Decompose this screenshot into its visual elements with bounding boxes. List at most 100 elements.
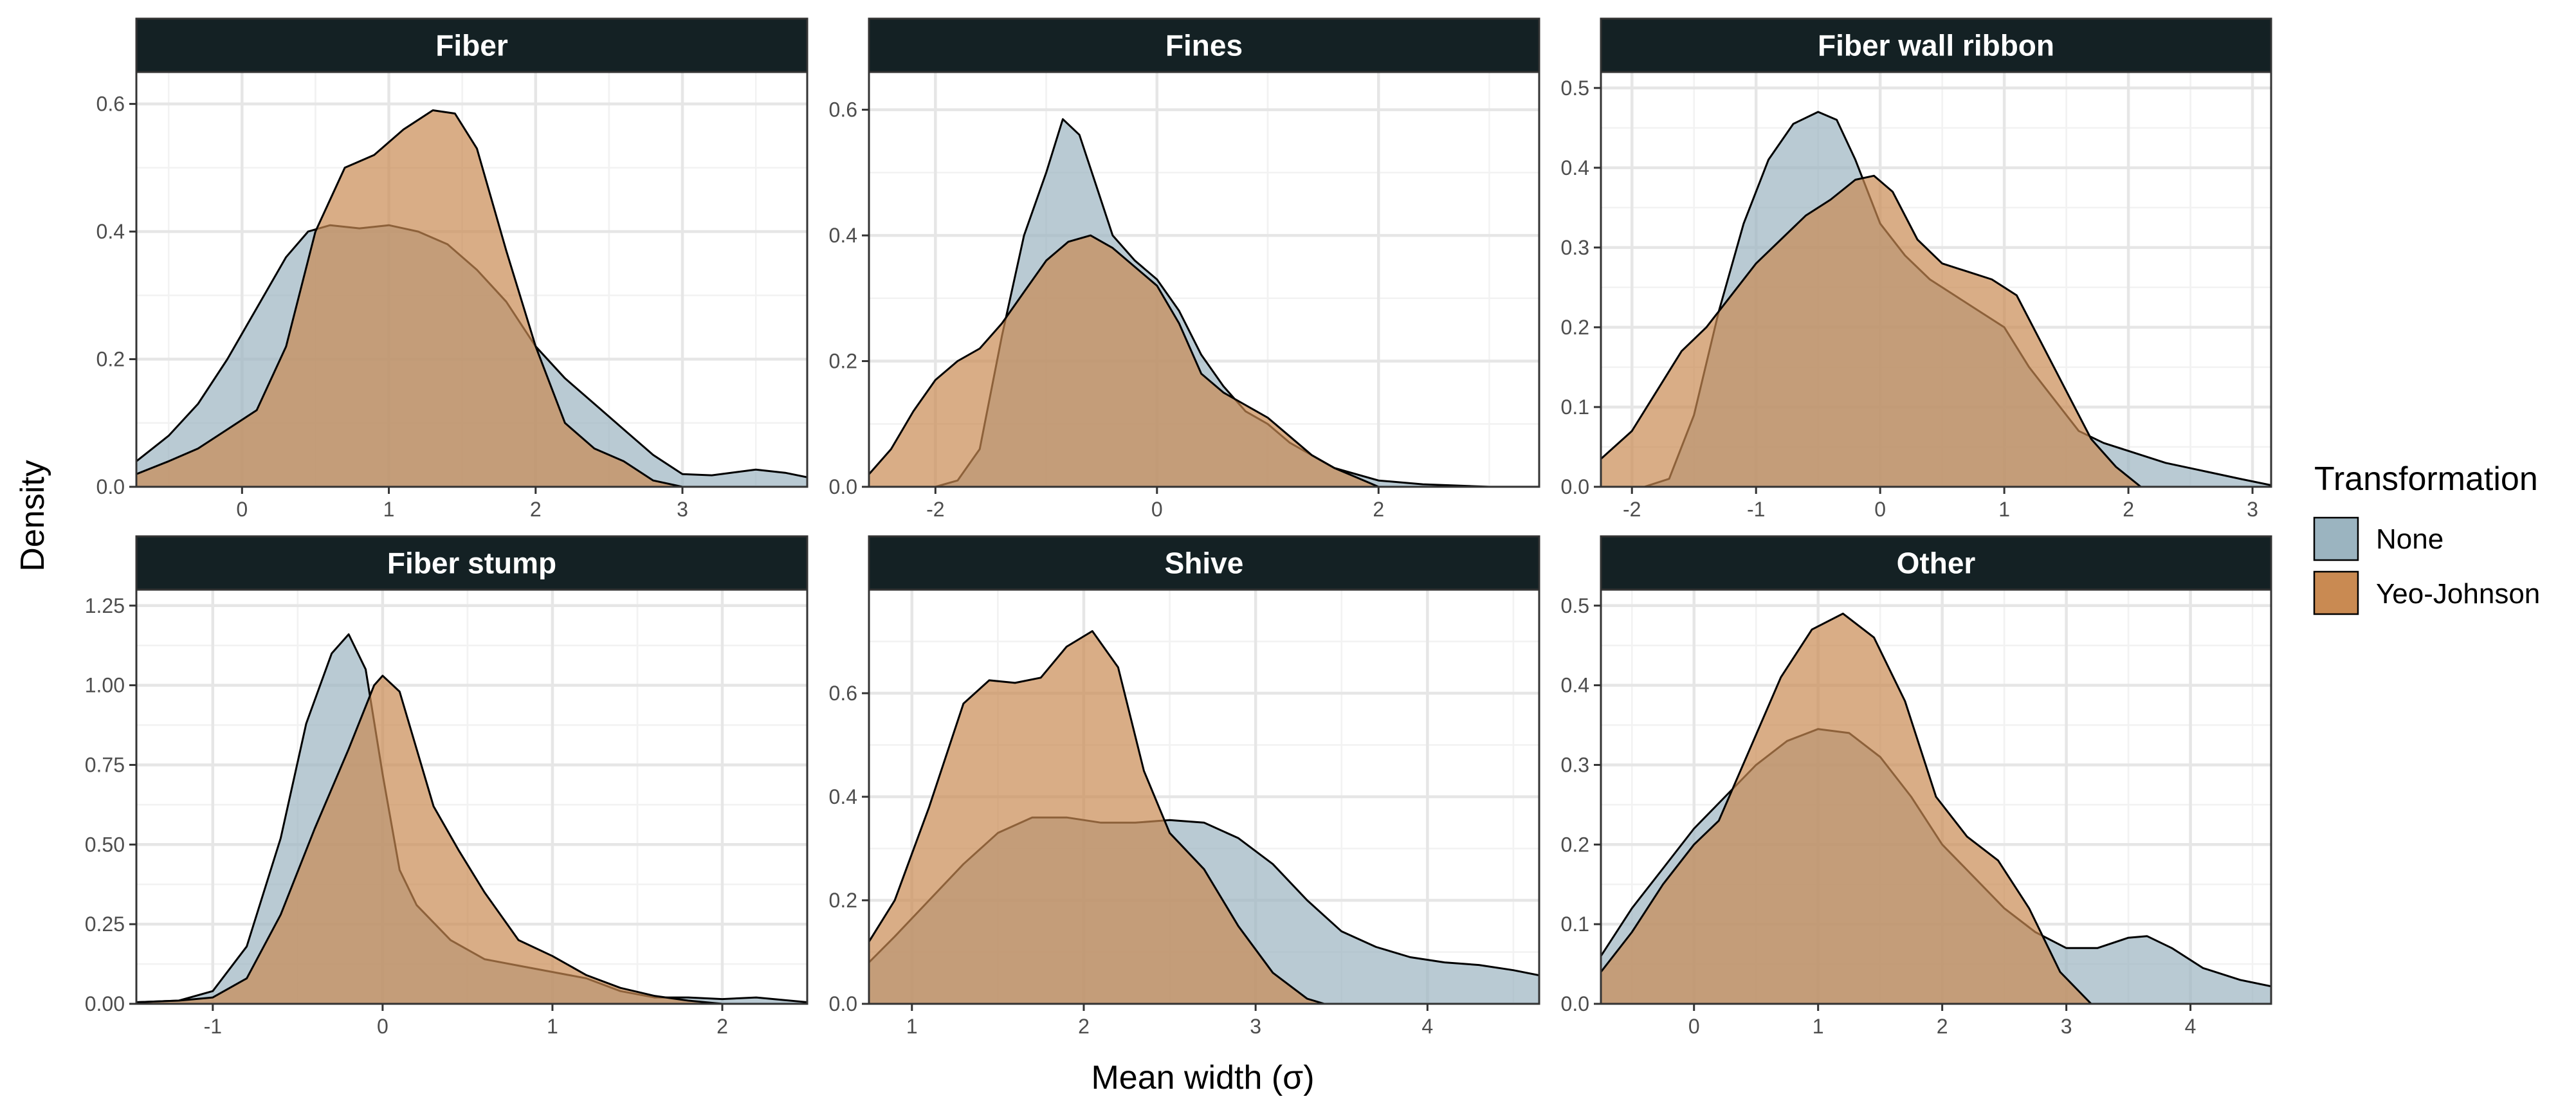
density-area-yeo-johnson: [1601, 176, 2141, 487]
y-tick-label: 0.0: [829, 992, 857, 1015]
x-axis-ticks: 0 1 2 3 4: [1688, 1004, 2197, 1038]
y-tick-label: 0.2: [1561, 833, 1589, 856]
x-tick-label: 1: [1813, 1015, 1824, 1038]
y-tick-label: 0.4: [829, 785, 857, 808]
density-line-yeo-johnson: [136, 109, 683, 487]
y-tick-label: 0.5: [1561, 77, 1589, 100]
legend-label-none: None: [2376, 523, 2444, 555]
facet-strip: [868, 17, 1540, 73]
y-tick-label: 0.0: [1561, 992, 1589, 1015]
y-tick-label: 0.0: [829, 475, 857, 498]
y-tick-label: 0.2: [1561, 316, 1589, 339]
facet-strip: [1600, 535, 2272, 591]
facet-strip: [135, 535, 808, 591]
y-tick-label: 1.25: [85, 594, 125, 617]
y-tick-label: 0.2: [96, 348, 125, 371]
panel-fines: Fines -2 0 2 0.0 0.2 0.4 0.6: [829, 17, 1540, 521]
facet-title: Fiber stump: [387, 547, 556, 580]
y-axis-ticks: 0.0 0.2 0.4 0.6: [829, 682, 869, 1015]
y-axis-ticks: 0.0 0.2 0.4 0.6: [96, 93, 136, 498]
panel-fiber-stump: Fiber stump -1 0 1 2 0.00 0.25 0.50 0.75 1.00 1.25: [85, 535, 808, 1038]
y-tick-label: 0.50: [85, 833, 125, 856]
y-tick-label: 1.00: [85, 674, 125, 697]
x-tick-label: 4: [2185, 1015, 2197, 1038]
density-areas: [869, 118, 1490, 487]
y-tick-label: 0.2: [829, 350, 857, 373]
y-tick-label: 0.1: [1561, 395, 1589, 419]
density-line-yeo-johnson: [136, 675, 723, 1004]
facet-title: Fiber: [435, 29, 508, 62]
facet-strip: [868, 535, 1540, 591]
density-area-yeo-johnson: [869, 235, 1379, 487]
x-tick-label: -1: [204, 1015, 222, 1038]
y-axis-ticks: 0.0 0.1 0.2 0.3 0.4 0.5: [1561, 594, 1601, 1015]
density-areas: [1601, 111, 2271, 487]
density-area-yeo-johnson: [869, 631, 1324, 1004]
y-tick-label: 0.00: [85, 992, 125, 1015]
legend-title: Transformation: [2314, 460, 2538, 498]
y-tick-label: 0.75: [85, 753, 125, 776]
density-areas: [1601, 612, 2271, 1004]
y-tick-label: 0.4: [96, 220, 125, 243]
y-tick-label: 0.6: [96, 93, 125, 116]
panel-other: Other 0 1 2 3 4 0.0 0.1 0.2 0.3 0.4 0.5: [1561, 535, 2272, 1038]
y-axis-title: Density: [14, 460, 51, 571]
x-tick-label: 2: [2123, 498, 2134, 521]
facet-title: Other: [1897, 547, 1976, 580]
x-tick-label: 4: [1421, 1015, 1433, 1038]
x-tick-label: 1: [1998, 498, 2010, 521]
y-tick-label: 0.2: [829, 889, 857, 912]
x-tick-label: 1: [906, 1015, 918, 1038]
x-tick-label: 3: [2061, 1015, 2072, 1038]
x-tick-label: 2: [1373, 498, 1384, 521]
x-tick-label: 3: [2247, 498, 2258, 521]
x-tick-label: 2: [717, 1015, 728, 1038]
x-tick-label: -2: [926, 498, 944, 521]
density-line-yeo-johnson: [869, 234, 1379, 487]
x-tick-label: 2: [530, 498, 542, 521]
x-axis-ticks: 1 2 3 4: [906, 1004, 1433, 1038]
x-tick-label: 0: [1151, 498, 1163, 521]
density-line-yeo-johnson: [1601, 174, 2142, 487]
y-tick-label: 0.5: [1561, 594, 1589, 617]
density-line-yeo-johnson: [869, 630, 1325, 1004]
x-tick-label: 2: [1078, 1015, 1090, 1038]
x-tick-label: 3: [677, 498, 688, 521]
x-axis-ticks: -2 -1 0 1 2 3: [1623, 487, 2258, 521]
y-axis-ticks: 0.0 0.2 0.4 0.6: [829, 98, 869, 498]
x-tick-label: 0: [1688, 1015, 1700, 1038]
density-areas: [136, 109, 807, 487]
x-tick-label: 2: [1937, 1015, 1948, 1038]
x-tick-label: 0: [1874, 498, 1886, 521]
x-tick-label: -2: [1623, 498, 1641, 521]
density-areas: [869, 630, 1539, 1004]
x-axis-ticks: 0 1 2 3: [236, 487, 688, 521]
panel-fiber: Fiber 0 1 2 3 0.0 0.2 0.4 0.6: [96, 17, 808, 521]
x-tick-label: 0: [236, 498, 248, 521]
y-tick-label: 0.0: [1561, 475, 1589, 498]
y-tick-label: 0.3: [1561, 236, 1589, 259]
x-tick-label: 1: [547, 1015, 558, 1038]
facet-strip: [135, 17, 808, 73]
density-line-yeo-johnson: [1601, 612, 2092, 1004]
y-tick-label: 0.6: [829, 682, 857, 705]
legend-key-none: [2313, 516, 2359, 561]
density-area-yeo-johnson: [136, 110, 682, 487]
x-tick-label: 1: [383, 498, 395, 521]
y-axis-ticks: 0.00 0.25 0.50 0.75 1.00 1.25: [85, 594, 136, 1015]
y-tick-label: 0.4: [1561, 674, 1589, 697]
x-axis-title: Mean width (σ): [1091, 1059, 1314, 1096]
y-tick-label: 0.1: [1561, 913, 1589, 936]
legend-label-yeo-johnson: Yeo-Johnson: [2376, 578, 2540, 610]
facet-strip: [1600, 17, 2272, 73]
y-tick-label: 0.6: [829, 98, 857, 122]
x-axis-ticks: -2 0 2: [926, 487, 1384, 521]
y-tick-label: 0.4: [829, 224, 857, 247]
facet-title: Fiber wall ribbon: [1818, 29, 2054, 62]
y-tick-label: 0.25: [85, 913, 125, 936]
density-area-yeo-johnson: [136, 675, 722, 1004]
y-axis-ticks: 0.0 0.1 0.2 0.3 0.4 0.5: [1561, 77, 1601, 498]
y-tick-label: 0.3: [1561, 753, 1589, 776]
panel-shive: Shive 1 2 3 4 0.0 0.2 0.4 0.6: [829, 535, 1540, 1038]
